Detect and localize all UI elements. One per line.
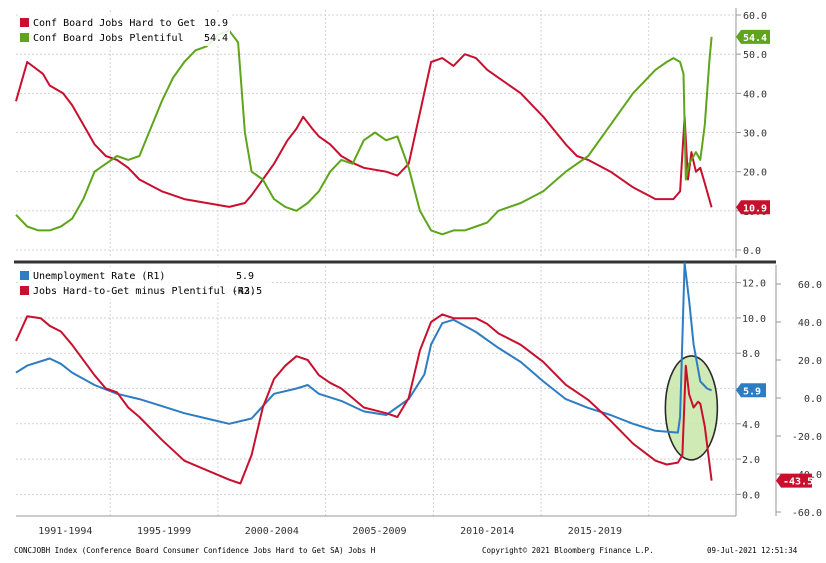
bottom-gridlines: [16, 266, 734, 516]
bottom-series-line-1: [16, 314, 712, 483]
top-last-value-tag-label: 54.4: [743, 33, 767, 44]
r2-tick-label: -20.0: [792, 432, 822, 443]
r2-tick-label: 60.0: [798, 280, 822, 291]
legend-value-spread: -43.5: [232, 286, 262, 297]
legend-label-hard-to-get: Conf Board Jobs Hard to Get: [33, 18, 196, 29]
top-y-tick-label: 50.0: [743, 50, 767, 61]
highlight-ellipse: [665, 356, 717, 460]
r1-tick-label: 0.0: [742, 490, 760, 501]
top-legend: Conf Board Jobs Hard to Get 10.9 Conf Bo…: [18, 14, 230, 46]
legend-swatch-spread: [20, 286, 29, 295]
legend-swatch-hard-to-get: [20, 18, 29, 27]
r1-tick-label: 8.0: [742, 349, 760, 360]
r2-tick-label: 20.0: [798, 356, 822, 367]
legend-value-plentiful: 54.4: [204, 33, 228, 44]
x-tick-label: 2000-2004: [245, 526, 299, 537]
top-y-tick-label: 0.0: [743, 246, 761, 257]
r2-tick-label: -60.0: [792, 508, 822, 519]
legend-swatch-plentiful: [20, 33, 29, 42]
top-y-tick-label: 30.0: [743, 129, 767, 140]
r1-tick-label: 12.0: [742, 279, 766, 290]
top-y-tick-label: 20.0: [743, 168, 767, 179]
top-gridlines: [16, 10, 734, 258]
top-last-value-tag-label: 10.9: [743, 203, 767, 214]
r1-tick-label: 4.0: [742, 420, 760, 431]
x-axis-ticks: 1991-1994 1995-1999 2000-2004 2005-2009 2010…: [16, 516, 736, 537]
legend-swatch-unemployment: [20, 271, 29, 280]
bottom-panel: 12.010.08.06.04.02.00.060.040.020.00.0-2…: [16, 263, 822, 537]
footer-copyright: Copyright© 2021 Bloomberg Finance L.P.: [482, 546, 654, 555]
bottom-legend: Unemployment Rate (R1) 5.9 Jobs Hard-to-…: [18, 267, 270, 299]
footer-timestamp: 09-Jul-2021 12:51:34: [707, 546, 798, 555]
r1-tick-label: 10.0: [742, 314, 766, 325]
top-y-tick-label: 40.0: [743, 89, 767, 100]
x-tick-label: 2015-2019: [568, 526, 622, 537]
x-tick-label: 2010-2014: [460, 526, 514, 537]
bottom-last-value-tag-label: -43.5: [783, 477, 813, 488]
top-right-axis: 60.050.040.030.020.010.00.0: [736, 8, 767, 258]
legend-label-spread: Jobs Hard-to-Get minus Plentiful (R2): [33, 286, 256, 297]
r1-tick-label: 2.0: [742, 455, 760, 466]
footer: CONCJOBH Index (Conference Board Consume…: [14, 546, 798, 555]
r2-tick-label: 40.0: [798, 318, 822, 329]
recent-period-highlight: [665, 356, 717, 460]
legend-value-hard-to-get: 10.9: [204, 18, 228, 29]
top-y-tick-label: 60.0: [743, 11, 767, 22]
footer-source: CONCJOBH Index (Conference Board Consume…: [14, 546, 376, 555]
legend-value-unemployment: 5.9: [236, 271, 254, 282]
bottom-last-value-tag-label: 5.9: [743, 386, 761, 397]
x-tick-label: 1991-1994: [38, 526, 92, 537]
x-tick-label: 2005-2009: [352, 526, 406, 537]
legend-label-plentiful: Conf Board Jobs Plentiful: [33, 33, 184, 44]
r2-tick-label: 0.0: [804, 394, 822, 405]
legend-label-unemployment: Unemployment Rate (R1): [33, 271, 165, 282]
x-tick-label: 1995-1999: [137, 526, 191, 537]
top-panel: 60.050.040.030.020.010.00.0 54.410.9 Con…: [16, 8, 770, 258]
